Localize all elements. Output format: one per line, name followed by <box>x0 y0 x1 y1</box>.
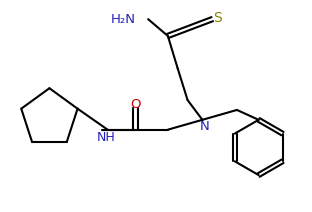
Text: N: N <box>199 120 209 133</box>
Text: O: O <box>130 98 140 110</box>
Text: S: S <box>213 11 222 25</box>
Text: H₂N: H₂N <box>110 13 135 26</box>
Text: NH: NH <box>96 131 115 144</box>
